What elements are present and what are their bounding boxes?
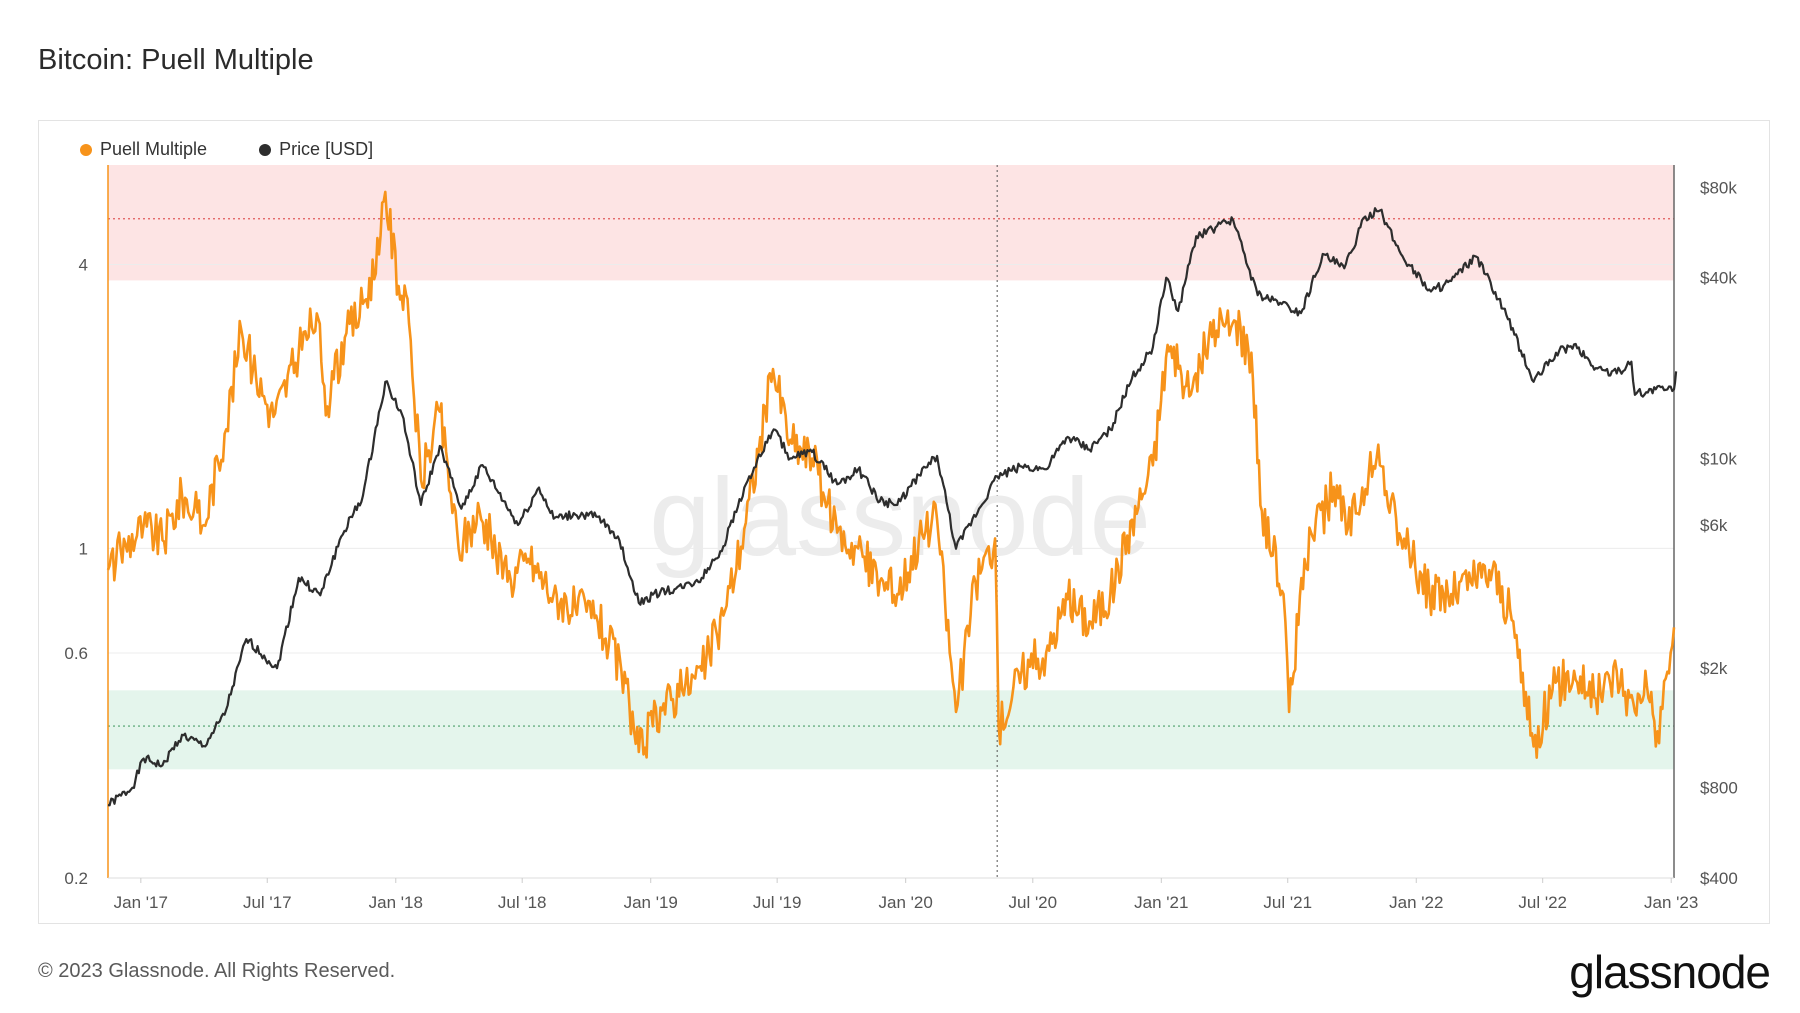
y-right-tick-label: $40k xyxy=(1700,269,1737,288)
x-tick-label: Jan '21 xyxy=(1134,893,1188,912)
threshold-bands xyxy=(108,165,1674,770)
y-right-tick-label: $400 xyxy=(1700,869,1738,888)
legend-label-puell: Puell Multiple xyxy=(100,139,208,159)
x-tick-label: Jul '20 xyxy=(1008,893,1057,912)
y-left-tick-label: 0.2 xyxy=(64,869,88,888)
legend-label-price: Price [USD] xyxy=(279,139,374,159)
x-tick-label: Jan '20 xyxy=(879,893,933,912)
y-right-tick-label: $800 xyxy=(1700,779,1738,798)
band-0 xyxy=(108,165,1674,281)
copyright-text: © 2023 Glassnode. All Rights Reserved. xyxy=(38,960,396,982)
band-1 xyxy=(108,690,1674,770)
y-axis-left: 0.2 0.6 1 4 xyxy=(64,255,88,888)
chart-title: Bitcoin: Puell Multiple xyxy=(38,44,314,76)
y-left-tick-label: 4 xyxy=(79,255,88,274)
legend-item-puell[interactable]: Puell Multiple xyxy=(80,139,207,160)
series-price-usd-line xyxy=(107,207,1678,807)
series-puell-multiple-line xyxy=(106,190,1676,759)
brand-logo: glassnode xyxy=(1569,946,1771,998)
x-tick-label: Jul '19 xyxy=(753,893,802,912)
y-right-tick-label: $2k xyxy=(1700,659,1728,678)
x-axis: Jan '17 Jul '17 Jan '18 Jul '18 Jan '19 Jul '… xyxy=(114,878,1698,912)
y-right-tick-label: $80k xyxy=(1700,178,1737,197)
legend-dot-puell xyxy=(80,143,92,156)
x-tick-label: Jul '22 xyxy=(1518,893,1567,912)
y-left-tick-label: 0.6 xyxy=(64,644,88,663)
x-tick-label: Jul '21 xyxy=(1263,893,1312,912)
x-tick-label: Jan '18 xyxy=(369,893,423,912)
x-tick-label: Jan '23 xyxy=(1644,893,1698,912)
y-left-tick-label: 1 xyxy=(79,539,88,558)
legend-dot-price xyxy=(259,143,272,156)
x-tick-label: Jan '22 xyxy=(1389,893,1443,912)
x-tick-label: Jul '18 xyxy=(498,893,547,912)
x-tick-label: Jul '17 xyxy=(243,893,292,912)
watermark: glassnode xyxy=(649,456,1151,579)
y-right-tick-label: $6k xyxy=(1700,516,1728,535)
y-axis-right: $400 $800 $2k $6k $10k $40k $80k xyxy=(1700,178,1738,888)
chart-frame xyxy=(38,120,1770,924)
series-lines xyxy=(106,190,1678,807)
x-tick-label: Jan '17 xyxy=(114,893,168,912)
legend: Puell Multiple Price [USD] xyxy=(80,139,373,160)
x-tick-label: Jan '19 xyxy=(624,893,678,912)
y-right-tick-label: $10k xyxy=(1700,449,1737,468)
legend-item-price[interactable]: Price [USD] xyxy=(259,139,373,160)
